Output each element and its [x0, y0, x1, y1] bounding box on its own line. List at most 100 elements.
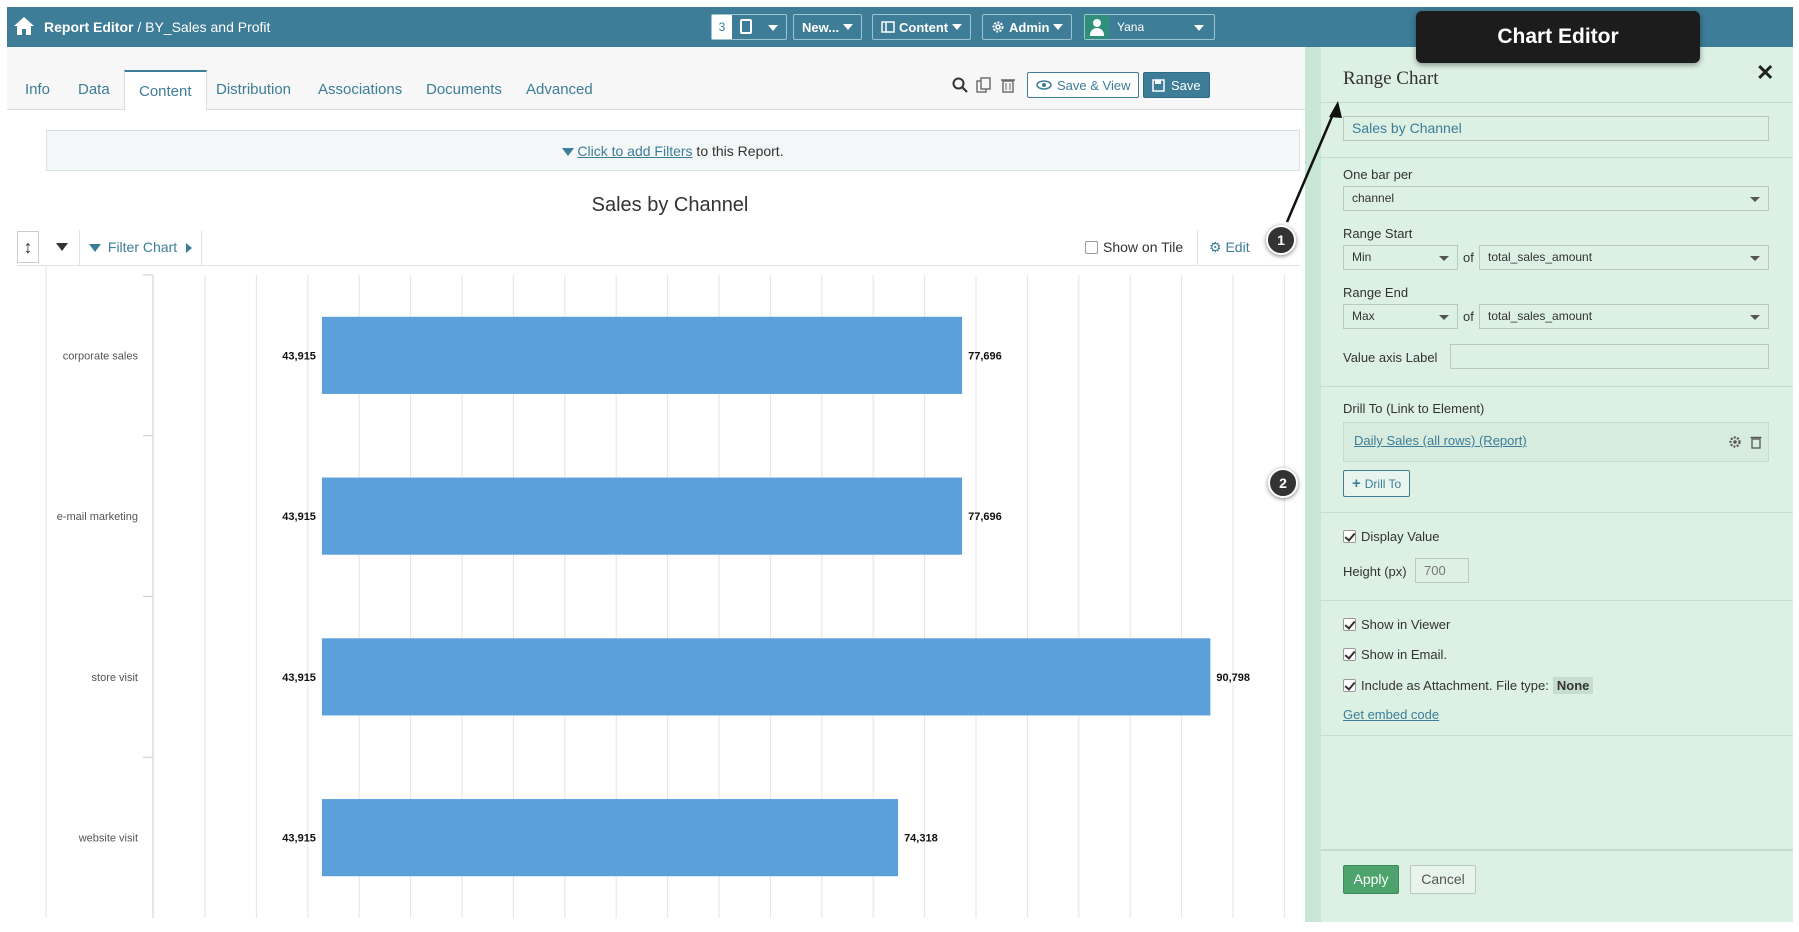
content-menu-label: Content: [899, 19, 949, 35]
range-end-label: 90,798: [1216, 672, 1250, 684]
chevron-down-icon: [1194, 25, 1204, 31]
category-label: corporate sales: [63, 350, 139, 362]
tab-info[interactable]: Info: [25, 81, 51, 98]
gear-icon: ⚙: [1209, 239, 1222, 255]
range-end-label: Range End: [1343, 285, 1409, 300]
display-value-checkbox[interactable]: Display Value: [1343, 529, 1440, 544]
save-button[interactable]: Save: [1143, 72, 1210, 98]
chart-name-input[interactable]: Sales by Channel: [1343, 116, 1769, 141]
chart-editor-tooltip: Chart Editor: [1416, 11, 1700, 63]
user-menu-button[interactable]: Yana: [1084, 14, 1215, 40]
breadcrumb-separator: /: [137, 19, 142, 35]
range-bar: [321, 638, 1211, 716]
tab-associations[interactable]: Associations: [318, 81, 403, 98]
drill-to-label: Drill To (Link to Element): [1343, 401, 1485, 416]
edit-chart-button[interactable]: ⚙ Edit: [1209, 239, 1250, 256]
chevron-down-icon: [768, 25, 778, 31]
panel-divider: [1321, 102, 1793, 103]
apply-button[interactable]: Apply: [1343, 865, 1399, 894]
of-label: of: [1463, 250, 1474, 265]
chevron-down-icon: [1439, 256, 1449, 261]
tab-data[interactable]: Data: [78, 81, 110, 98]
floppy-icon: [1152, 78, 1165, 92]
trash-icon[interactable]: [1000, 77, 1016, 93]
home-icon[interactable]: [13, 16, 35, 36]
checkbox-icon[interactable]: [1343, 530, 1356, 543]
new-menu-button[interactable]: New...: [793, 14, 863, 40]
range-start-label: 43,915: [282, 672, 316, 684]
range-end-label: 74,318: [904, 833, 938, 845]
cancel-button[interactable]: Cancel: [1410, 865, 1476, 894]
chart-toolbar: ↕ Filter Chart Show on Tile ⚙ Edit: [17, 230, 1300, 266]
range-start-label: Range Start: [1343, 226, 1413, 241]
eye-icon: [1036, 80, 1052, 90]
show-in-email-checkbox[interactable]: Show in Email.: [1343, 647, 1447, 662]
resize-vertical-icon[interactable]: ↕: [17, 231, 39, 263]
show-in-viewer-checkbox[interactable]: Show in Viewer: [1343, 617, 1450, 632]
filter-chart-button[interactable]: Filter Chart: [89, 239, 193, 255]
chevron-right-icon: [186, 243, 193, 254]
chevron-down-icon: [843, 24, 854, 30]
range-end-agg-select[interactable]: Max: [1343, 304, 1458, 329]
checkbox-icon[interactable]: [1085, 240, 1098, 254]
height-label: Height (px): [1343, 564, 1407, 579]
chevron-down-icon[interactable]: [56, 243, 68, 251]
clipboard-dropdown[interactable]: 3: [711, 14, 787, 40]
one-bar-per-label: One bar per: [1343, 167, 1413, 182]
breadcrumb-report-name: BY_Sales and Profit: [145, 19, 271, 35]
range-start-label: 43,915: [282, 350, 316, 362]
add-filters-link[interactable]: Click to add Filters: [577, 143, 693, 159]
search-icon[interactable]: [952, 77, 968, 93]
include-attachment-checkbox[interactable]: Include as Attachment. File type: None: [1343, 677, 1594, 694]
show-on-tile-checkbox[interactable]: Show on Tile: [1085, 239, 1183, 255]
save-and-view-button[interactable]: Save & View: [1027, 72, 1140, 98]
chevron-down-icon: [1439, 315, 1449, 320]
one-bar-per-select[interactable]: channel: [1343, 186, 1769, 211]
filter-chart-label: Filter Chart: [107, 239, 178, 255]
drill-to-button-label: Drill To: [1364, 476, 1402, 491]
callout-badge-1: 1: [1266, 225, 1296, 255]
value-axis-input[interactable]: [1450, 344, 1769, 369]
add-drill-to-button[interactable]: + Drill To: [1343, 470, 1411, 497]
breadcrumb: Report Editor / BY_Sales and Profit: [44, 19, 270, 35]
show-in-viewer-label: Show in Viewer: [1361, 617, 1451, 632]
admin-menu-button[interactable]: Admin: [982, 14, 1073, 40]
editor-tabs: Info Data Content Distribution Associati…: [7, 47, 1305, 111]
category-label: e-mail marketing: [57, 511, 138, 523]
range-start-label: 43,915: [282, 833, 316, 845]
checkbox-icon[interactable]: [1343, 648, 1356, 661]
clipboard-icon: [740, 19, 752, 34]
tab-advanced[interactable]: Advanced: [526, 81, 593, 98]
tab-documents[interactable]: Documents: [426, 81, 502, 98]
range-end-field-select[interactable]: total_sales_amount: [1479, 304, 1769, 329]
breadcrumb-title[interactable]: Report Editor: [44, 19, 134, 35]
copy-icon[interactable]: [976, 77, 992, 93]
panel-footer-divider: [1321, 849, 1793, 851]
callout-badge-2: 2: [1268, 468, 1298, 498]
checkbox-icon[interactable]: [1343, 618, 1356, 631]
trash-icon[interactable]: [1750, 435, 1762, 449]
chevron-down-icon: [952, 24, 963, 30]
content-menu-button[interactable]: Content: [872, 14, 972, 40]
tab-distribution[interactable]: Distribution: [216, 81, 292, 98]
content-icon: [881, 21, 895, 33]
drill-to-link[interactable]: Daily Sales (all rows) (Report): [1354, 433, 1527, 448]
panel-left-strip: [1305, 47, 1321, 922]
range-start-field-value: total_sales_amount: [1488, 250, 1593, 264]
gear-icon: [992, 21, 1004, 33]
range-start-field-select[interactable]: total_sales_amount: [1479, 245, 1769, 270]
chart-title: Sales by Channel: [591, 194, 749, 216]
attachment-type-badge[interactable]: None: [1552, 677, 1594, 694]
get-embed-code-link[interactable]: Get embed code: [1343, 707, 1440, 722]
tab-content[interactable]: Content: [124, 70, 207, 111]
drill-to-item: Daily Sales (all rows) (Report): [1343, 422, 1769, 462]
close-icon[interactable]: ✕: [1756, 60, 1775, 85]
height-input[interactable]: 700: [1415, 558, 1469, 583]
checkbox-icon[interactable]: [1343, 679, 1356, 692]
toolbar-divider: [79, 230, 80, 266]
range-start-agg-select[interactable]: Min: [1343, 245, 1458, 270]
gear-icon[interactable]: [1728, 435, 1742, 449]
toolbar-divider: [201, 230, 202, 266]
avatar: [1085, 15, 1109, 39]
report-filters-bar: Click to add Filters to this Report.: [46, 130, 1300, 171]
